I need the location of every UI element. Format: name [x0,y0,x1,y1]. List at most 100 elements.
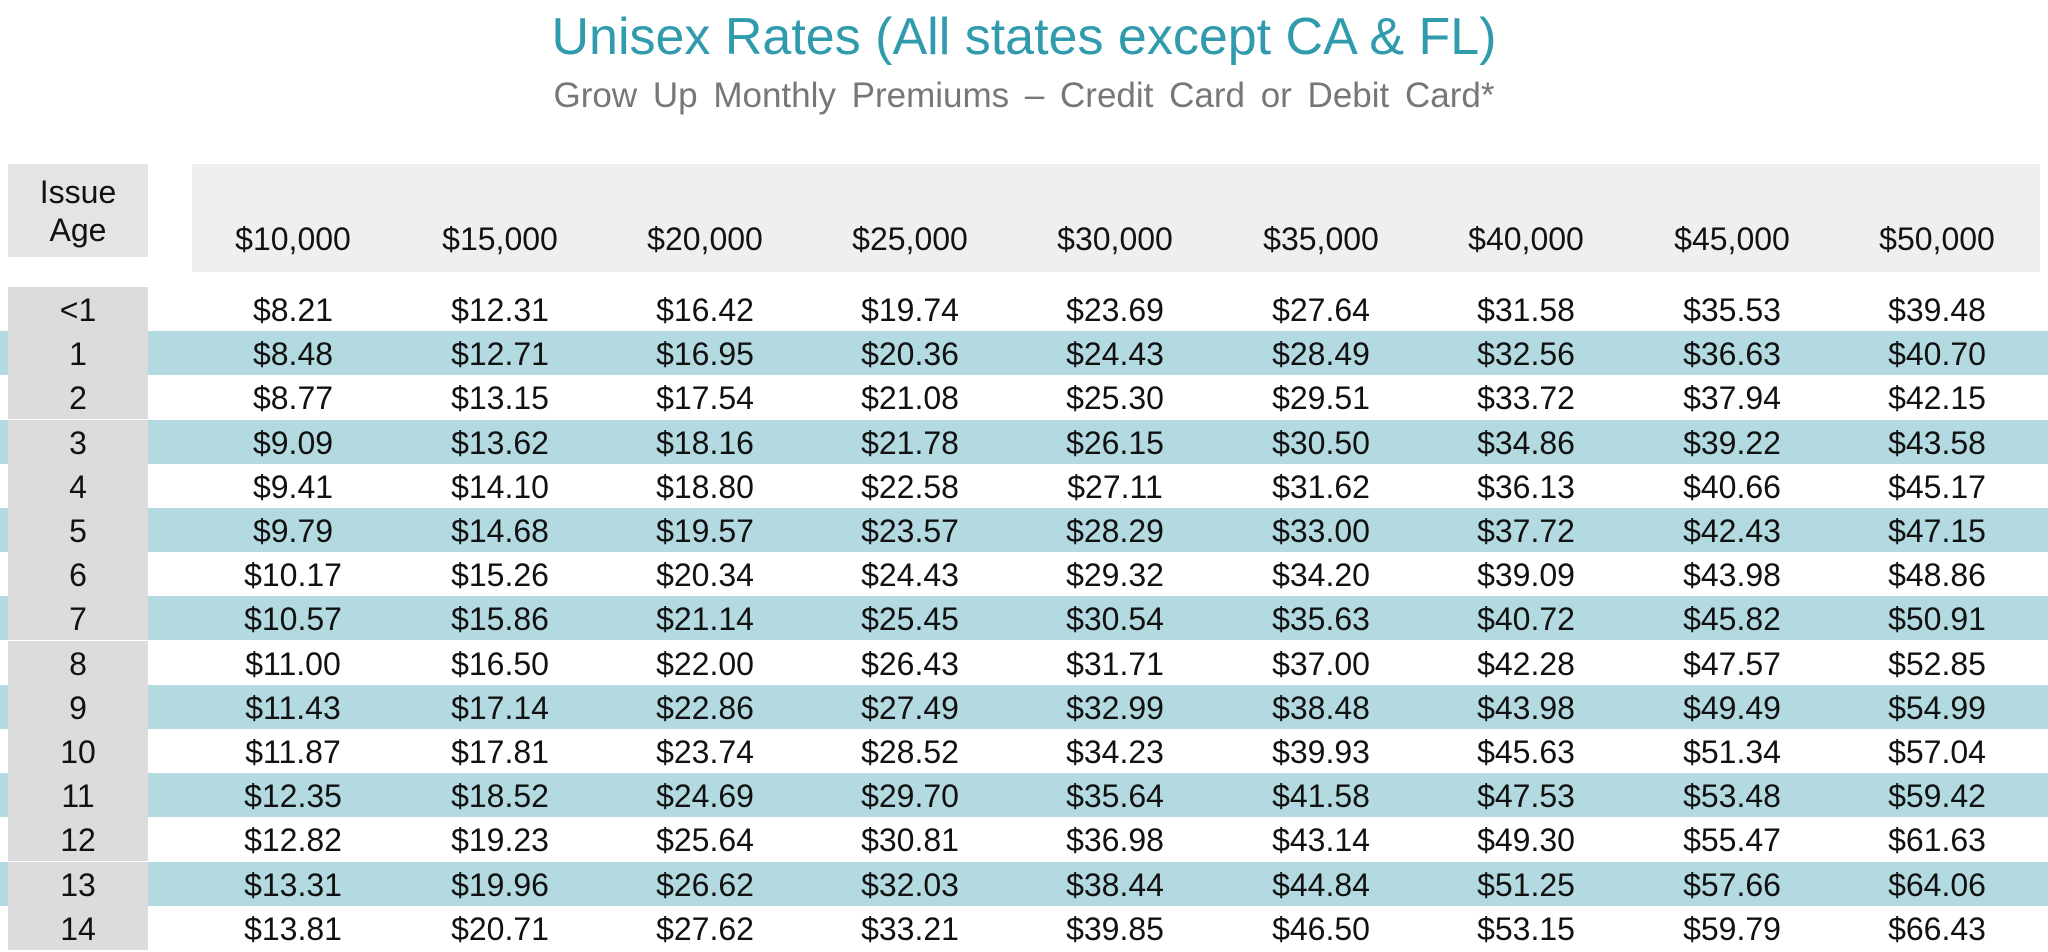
issue-age-cell: 6 [8,552,148,597]
premium-cell: $45.63 [1477,734,1575,770]
premium-cell: $38.48 [1272,689,1370,726]
face-amount-header: $50,000 [1879,221,1995,257]
issue-age-cell: 2 [8,375,148,420]
premium-cell: $42.15 [1888,380,1986,417]
premium-cell: $10.17 [244,557,342,594]
table-row: 11 $12.35 $18.52 $24.69 $29.70 $35.64 $41.58 $4… [0,773,2048,818]
premium-cell: $13.81 [244,910,342,947]
issue-age-cell: 8 [8,640,148,685]
premium-cell: $28.52 [861,734,959,770]
premium-cell: $32.03 [861,866,959,903]
premium-cell: $21.14 [656,601,754,638]
premium-cell: $11.00 [245,645,341,682]
premium-cell: $11.87 [245,734,341,770]
issue-age-cell: 12 [8,817,148,862]
premium-cell: $22.58 [861,468,959,505]
premium-cell: $12.31 [451,292,549,328]
premium-cell: $15.86 [451,601,549,638]
premium-cell: $16.95 [656,336,754,373]
premium-cell: $17.54 [656,380,754,417]
premium-cell: $33.21 [861,910,959,947]
premium-cell: $26.62 [656,866,754,903]
premium-cell: $32.99 [1066,689,1164,726]
premium-cell: $37.72 [1477,513,1575,549]
premium-cell: $39.22 [1683,424,1781,461]
table-row: 5 $9.79 $14.68 $19.57 $23.57 $28.29 $33.00 $37.… [0,508,2048,552]
premium-cell: $21.78 [861,424,959,461]
table-row: 13 $13.31 $19.96 $26.62 $32.03 $38.44 $44.84 $5… [0,861,2048,906]
premium-cell: $21.08 [861,380,959,417]
premium-cell: $20.36 [861,336,959,373]
issue-age-cell: 14 [8,905,148,950]
issue-age-cell: 3 [8,419,148,464]
premium-cell: $43.14 [1272,822,1370,859]
premium-cell: $45.17 [1888,468,1986,505]
face-amount-header: $20,000 [647,221,763,257]
table-row: 8 $11.00 $16.50 $22.00 $26.43 $31.71 $37.00 $42… [0,640,2048,685]
premium-cell: $12.35 [244,778,342,815]
premium-cell: $15.26 [451,557,549,594]
premium-cell: $20.71 [451,910,549,947]
premium-cell: $14.68 [451,513,549,549]
premium-cell: $30.50 [1272,424,1370,461]
premium-cell: $57.04 [1888,734,1986,770]
premium-cell: $8.21 [252,292,334,328]
premium-cell: $37.00 [1272,645,1370,682]
table-row: 12 $12.82 $19.23 $25.64 $30.81 $36.98 $43.14 $4… [0,817,2048,862]
issue-age-header: Issue Age [8,164,148,257]
premium-cell: $31.58 [1477,292,1575,328]
premium-cell: $37.94 [1683,380,1781,417]
issue-age-header-line2: Age [49,211,107,248]
issue-age-header-line1: Issue [39,173,117,210]
premium-cell: $18.52 [451,778,549,815]
premium-cell: $12.71 [451,336,549,373]
premium-cell: $30.81 [861,822,959,859]
premium-cell: $51.25 [1477,866,1575,903]
premium-cell: $19.74 [861,292,959,328]
premium-cell: $55.47 [1683,822,1781,859]
premium-cell: $49.30 [1477,822,1575,859]
premium-cell: $27.62 [656,910,754,947]
premium-cell: $8.77 [252,380,334,417]
issue-age-cell: 5 [8,508,148,552]
premium-cell: $34.23 [1066,734,1164,770]
face-amount-header: $15,000 [442,221,558,257]
table-row: 7 $10.57 $15.86 $21.14 $25.45 $30.54 $35.63 $40… [0,596,2048,641]
face-amount-header: $40,000 [1468,221,1584,257]
premium-cell: $25.45 [861,601,959,638]
premium-cell: $22.00 [656,645,754,682]
table-row: 14 $13.81 $20.71 $27.62 $33.21 $39.85 $46.50 $5… [0,905,2048,950]
premium-cell: $14.10 [451,468,549,505]
premium-cell: $40.70 [1888,336,1986,373]
premium-cell: $53.15 [1477,910,1575,947]
premium-cell: $45.82 [1683,601,1781,638]
premium-cell: $49.49 [1683,689,1781,726]
premium-cell: $13.62 [451,424,549,461]
premium-cell: $36.63 [1683,336,1781,373]
premium-cell: $26.15 [1066,424,1164,461]
premium-cell: $17.14 [451,689,549,726]
issue-age-cell: 7 [8,596,148,641]
table-row: 4 $9.41 $14.10 $18.80 $22.58 $27.11 $31.62 $36.… [0,463,2048,508]
premium-cell: $33.00 [1272,513,1370,549]
premium-cell: $12.82 [244,822,342,859]
premium-cell: $39.48 [1888,292,1986,328]
premium-cell: $36.98 [1066,822,1164,859]
premium-cell: $23.57 [861,513,959,549]
premium-cell: $50.91 [1888,601,1986,638]
issue-age-cell: 10 [8,729,148,773]
premium-cell: $42.28 [1477,645,1575,682]
premium-cell: $43.58 [1888,424,1986,461]
premium-cell: $35.64 [1066,778,1164,815]
premium-cell: $27.49 [861,689,959,726]
premium-cell: $24.69 [656,778,754,815]
premium-cell: $24.43 [1066,336,1164,373]
premium-cell: $29.70 [861,778,959,815]
premium-cell: $47.53 [1477,778,1575,815]
issue-age-cell: 4 [8,463,148,508]
face-amount-header: $30,000 [1057,221,1173,257]
table-row: 6 $10.17 $15.26 $20.34 $24.43 $29.32 $34.20 $39… [0,552,2048,597]
premium-cell: $16.42 [656,292,754,328]
premium-cell: $61.63 [1888,822,1986,859]
premium-cell: $9.41 [252,468,334,505]
